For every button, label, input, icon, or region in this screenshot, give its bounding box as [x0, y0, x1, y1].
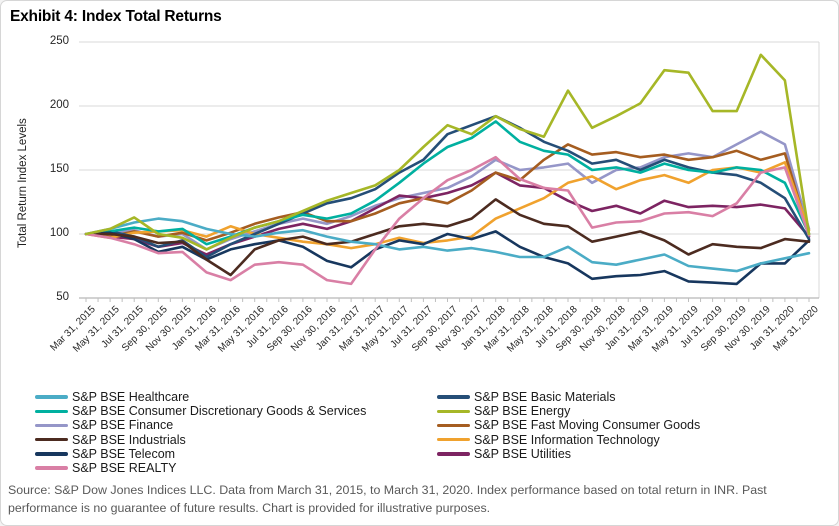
legend-item: S&P BSE Finance [35, 418, 366, 432]
legend-swatch [35, 437, 68, 442]
legend-label: S&P BSE Telecom [72, 446, 176, 461]
legend-item: S&P BSE REALTY [35, 461, 366, 475]
legend-column-left: S&P BSE Healthcare S&P BSE Consumer Discr… [35, 390, 366, 475]
legend-swatch [35, 409, 68, 413]
legend-swatch [35, 395, 68, 399]
y-tick-label: 200 [49, 99, 69, 111]
legend-item: S&P BSE Industrials [35, 433, 366, 447]
legend-swatch [437, 395, 470, 399]
legend-swatch [437, 437, 470, 442]
legend-label: S&P BSE REALTY [72, 461, 177, 476]
series-line [84, 53, 811, 251]
y-tick-label: 150 [49, 163, 69, 175]
series-line [84, 155, 811, 286]
legend-swatch [437, 423, 470, 428]
legend-item: S&P BSE Fast Moving Consumer Goods [437, 418, 700, 432]
legend-item: S&P BSE Utilities [437, 447, 700, 461]
series-line [84, 198, 811, 277]
series-line [84, 120, 811, 246]
legend-swatch [35, 423, 68, 428]
legend-swatch [437, 409, 470, 413]
chart-title: Exhibit 4: Index Total Returns [10, 8, 222, 25]
y-tick-label: 100 [49, 227, 69, 239]
legend-item: S&P BSE Healthcare [35, 390, 366, 404]
y-tick-label: 250 [49, 35, 69, 47]
legend-item: S&P BSE Telecom [35, 447, 366, 461]
series-line [84, 161, 811, 250]
legend-label: S&P BSE Healthcare [72, 390, 190, 405]
line-chart-plot [79, 41, 820, 302]
legend-label: S&P BSE Energy [474, 404, 571, 419]
series-line [84, 171, 811, 256]
series-line [84, 143, 811, 242]
series-line [84, 114, 811, 259]
legend-label: S&P BSE Industrials [72, 432, 186, 447]
legend-label: S&P BSE Basic Materials [474, 390, 616, 405]
legend-item: S&P BSE Information Technology [437, 433, 700, 447]
legend-item: S&P BSE Consumer Discretionary Goods & S… [35, 404, 366, 418]
legend-label: S&P BSE Fast Moving Consumer Goods [474, 418, 701, 433]
legend-label: S&P BSE Consumer Discretionary Goods & S… [72, 404, 367, 419]
legend-column-right: S&P BSE Basic Materials S&P BSE Energy S&P… [437, 390, 700, 461]
legend-label: S&P BSE Finance [72, 418, 174, 433]
series-line [84, 130, 811, 251]
legend-label: S&P BSE Information Technology [474, 432, 660, 447]
y-tick-label: 50 [56, 291, 69, 303]
legend-label: S&P BSE Utilities [474, 446, 572, 461]
y-axis-title: Total Return Index Levels [17, 118, 29, 248]
legend-swatch [437, 452, 470, 456]
source-note: Source: S&P Dow Jones Indices LLC. Data … [8, 483, 767, 515]
series-line [84, 217, 811, 273]
legend-swatch [35, 466, 68, 470]
legend-item: S&P BSE Basic Materials [437, 390, 700, 404]
legend-swatch [35, 452, 68, 456]
legend-item: S&P BSE Energy [437, 404, 700, 418]
